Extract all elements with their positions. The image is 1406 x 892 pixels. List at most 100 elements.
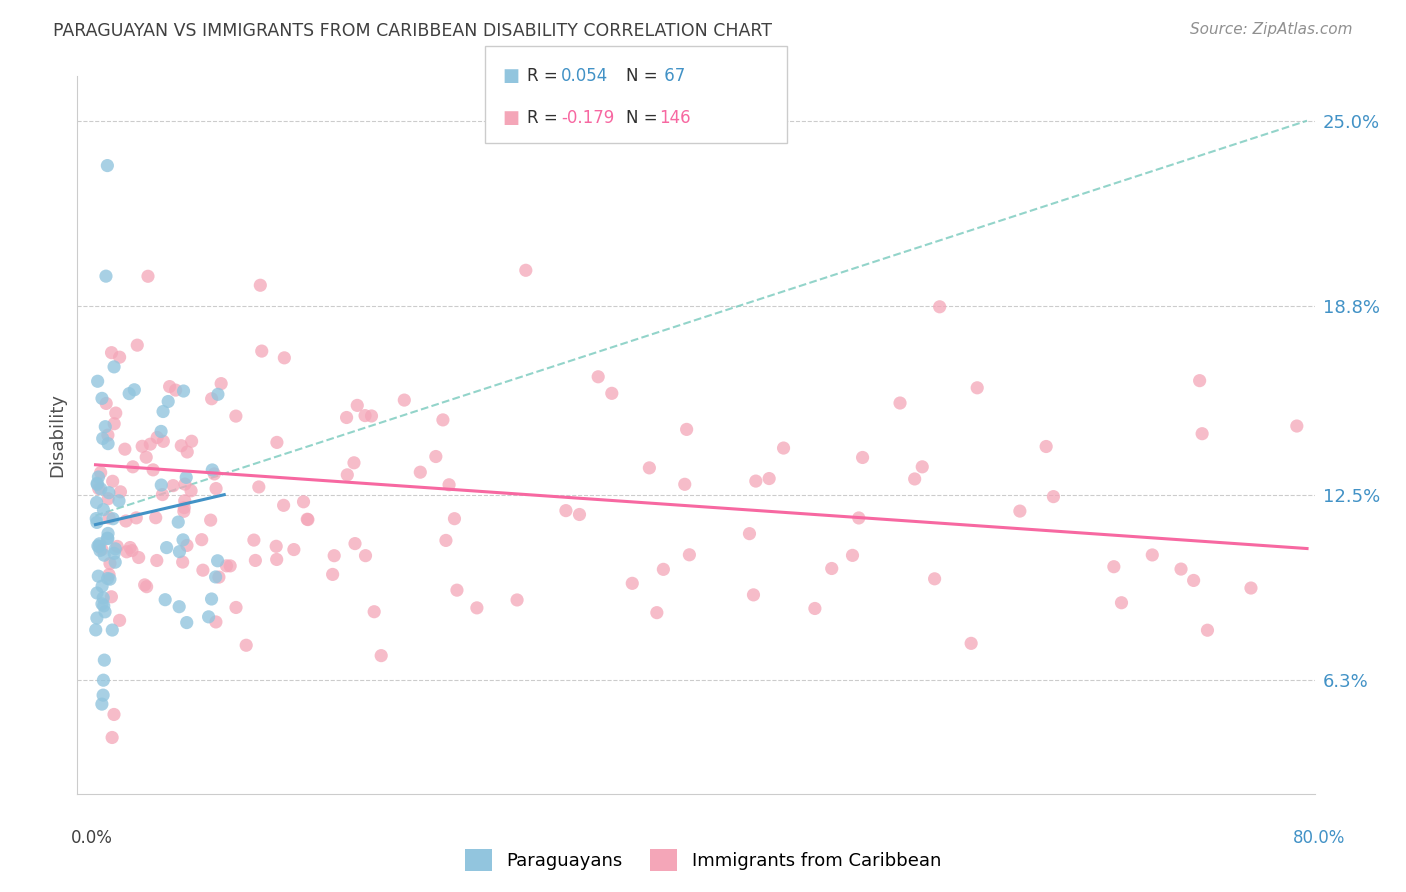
- Point: [247, 480, 270, 494]
- Point: [162, 478, 184, 492]
- Point: [554, 503, 576, 517]
- Point: [273, 351, 295, 365]
- Point: [173, 504, 195, 518]
- Point: [434, 533, 457, 548]
- Point: [207, 554, 229, 568]
- Point: [586, 369, 609, 384]
- Point: [86, 495, 108, 509]
- Point: [201, 463, 224, 477]
- Point: [91, 591, 114, 605]
- Point: [94, 419, 117, 434]
- Point: [600, 386, 623, 401]
- Point: [135, 450, 157, 465]
- Point: [848, 511, 870, 525]
- Point: [124, 383, 146, 397]
- Point: [205, 615, 228, 629]
- Point: [98, 557, 121, 571]
- Point: [86, 476, 108, 491]
- Point: [176, 615, 198, 630]
- Point: [97, 428, 120, 442]
- Point: [264, 539, 287, 553]
- Point: [97, 491, 120, 506]
- Point: [360, 409, 382, 423]
- Point: [115, 514, 138, 528]
- Point: [136, 269, 159, 284]
- Point: [108, 613, 131, 627]
- Point: [150, 425, 173, 439]
- Point: [266, 552, 288, 566]
- Point: [97, 485, 120, 500]
- Point: [966, 381, 988, 395]
- Point: [173, 493, 195, 508]
- Point: [219, 558, 242, 573]
- Point: [1285, 419, 1308, 434]
- Point: [202, 467, 225, 481]
- Point: [101, 623, 124, 637]
- Point: [678, 548, 700, 562]
- Point: [297, 512, 319, 526]
- Point: [180, 434, 202, 449]
- Point: [200, 592, 222, 607]
- Point: [215, 558, 238, 573]
- Point: [103, 546, 125, 560]
- Text: Source: ZipAtlas.com: Source: ZipAtlas.com: [1189, 22, 1353, 37]
- Text: ■: ■: [502, 109, 519, 127]
- Point: [97, 532, 120, 546]
- Point: [150, 478, 173, 492]
- Point: [515, 263, 537, 277]
- Point: [568, 508, 591, 522]
- Point: [758, 471, 780, 485]
- Point: [425, 450, 447, 464]
- Point: [197, 610, 219, 624]
- Point: [911, 459, 934, 474]
- Text: N =: N =: [626, 109, 662, 127]
- Point: [180, 483, 202, 498]
- Point: [924, 572, 946, 586]
- Point: [506, 593, 529, 607]
- Point: [91, 688, 114, 702]
- Text: 67: 67: [659, 67, 686, 85]
- Point: [105, 540, 128, 554]
- Point: [652, 562, 675, 576]
- Point: [201, 392, 224, 406]
- Point: [91, 579, 114, 593]
- Point: [432, 413, 454, 427]
- Point: [172, 533, 194, 547]
- Point: [94, 269, 117, 284]
- Point: [273, 499, 295, 513]
- Point: [87, 470, 110, 484]
- Point: [146, 430, 169, 444]
- Point: [145, 510, 167, 524]
- Point: [292, 495, 315, 509]
- Point: [96, 531, 118, 545]
- Point: [343, 536, 366, 550]
- Point: [125, 511, 148, 525]
- Point: [283, 542, 305, 557]
- Point: [114, 442, 136, 457]
- Point: [104, 541, 127, 556]
- Point: [93, 673, 115, 688]
- Point: [1188, 374, 1211, 388]
- Point: [108, 350, 131, 364]
- Point: [104, 555, 127, 569]
- Point: [443, 511, 465, 525]
- Point: [157, 394, 180, 409]
- Point: [1170, 562, 1192, 576]
- Point: [370, 648, 392, 663]
- Point: [104, 406, 127, 420]
- Point: [225, 600, 247, 615]
- Point: [446, 583, 468, 598]
- Point: [84, 623, 107, 637]
- Point: [208, 570, 231, 584]
- Point: [84, 511, 107, 525]
- Point: [128, 550, 150, 565]
- Point: [174, 470, 197, 484]
- Point: [174, 477, 197, 491]
- Point: [742, 588, 765, 602]
- Point: [1191, 426, 1213, 441]
- Point: [621, 576, 644, 591]
- Point: [207, 387, 229, 401]
- Point: [1102, 559, 1125, 574]
- Point: [889, 396, 911, 410]
- Text: 0.054: 0.054: [561, 67, 609, 85]
